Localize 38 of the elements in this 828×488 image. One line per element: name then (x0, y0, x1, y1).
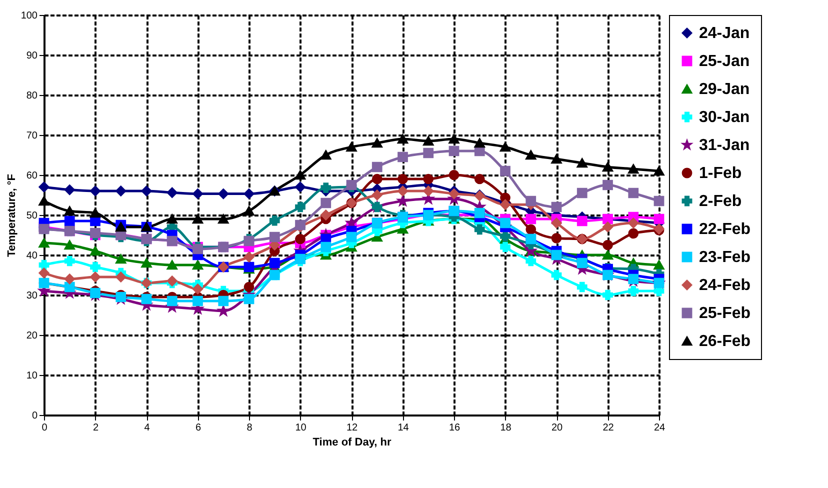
x-tick-label: 4 (144, 422, 150, 434)
legend-label: 22-Feb (699, 221, 751, 238)
y-tick-label: 90 (26, 50, 38, 62)
legend-label: 24-Jan (699, 25, 750, 42)
x-tick-label: 2 (92, 422, 99, 434)
x-tick-label: 10 (295, 422, 307, 434)
y-tick-label: 30 (26, 290, 38, 302)
y-tick-label: 50 (26, 210, 38, 222)
y-tick-label: 40 (26, 250, 38, 262)
legend-label: 26-Feb (699, 333, 751, 350)
legend-label: 30-Jan (699, 109, 750, 126)
x-tick-label: 22 (602, 422, 614, 434)
y-tick-label: 20 (26, 330, 38, 342)
y-tick-label: 60 (26, 170, 38, 182)
x-tick-label: 0 (42, 422, 48, 434)
legend-label: 25-Feb (699, 305, 751, 322)
legend-label: 23-Feb (699, 249, 751, 266)
y-tick-label: 10 (26, 370, 38, 382)
y-axis-title: Temperature, °F (6, 174, 18, 258)
legend-label: 24-Feb (699, 277, 751, 294)
y-tick-label: 80 (26, 90, 38, 102)
x-tick-label: 12 (346, 422, 358, 434)
x-tick-label: 14 (398, 422, 410, 434)
legend-label: 1-Feb (699, 165, 742, 182)
x-axis-title: Time of Day, hr (312, 436, 392, 448)
x-tick-label: 24 (654, 422, 666, 434)
legend-label: 2-Feb (699, 193, 742, 210)
x-tick-label: 6 (195, 422, 202, 434)
x-tick-label: 8 (246, 422, 253, 434)
x-tick-label: 16 (448, 422, 460, 434)
x-tick-label: 20 (551, 422, 563, 434)
y-tick-label: 70 (26, 130, 38, 142)
legend-label: 29-Jan (699, 81, 750, 98)
y-tick-label: 100 (20, 10, 38, 22)
legend-label: 31-Jan (699, 137, 750, 154)
y-tick-label: 0 (32, 410, 38, 422)
x-tick-label: 18 (500, 422, 512, 434)
legend-label: 25-Jan (699, 53, 750, 70)
